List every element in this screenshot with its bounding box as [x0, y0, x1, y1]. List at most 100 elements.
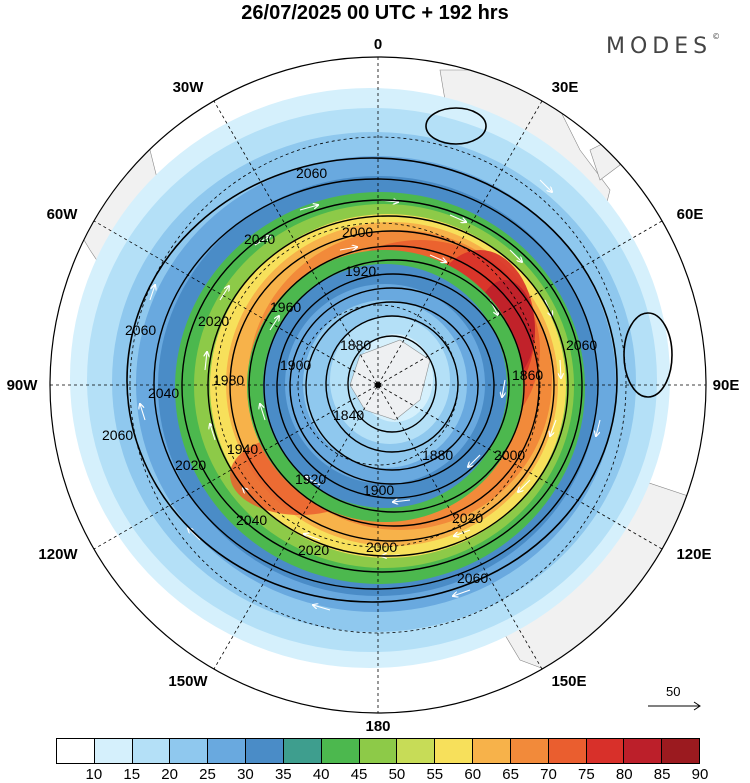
contour-1900 [289, 287, 495, 485]
meridian-label-0: 0 [374, 36, 382, 53]
colorbar-tick-label: 75 [578, 766, 595, 783]
map-title: 26/07/2025 00 UTC + 192 hrs [241, 2, 509, 24]
colorbar-tick-label: 65 [502, 766, 519, 783]
wind-vector [219, 286, 229, 301]
meridian-label-90w: 90W [7, 377, 39, 394]
contour-label: 2020 [452, 510, 483, 526]
contour-label: 1840 [333, 407, 364, 423]
contour-2060-high-east [623, 312, 673, 398]
colorbar [56, 738, 700, 764]
meridian-line-120e-60w [93, 220, 663, 550]
wind-vector [260, 404, 266, 421]
contour-label: 1880 [422, 447, 453, 463]
contour-label: 2040 [244, 231, 275, 247]
meridian-line-60e-120w [93, 220, 663, 550]
contour-label: 1980 [213, 372, 244, 388]
colorbar-tick-label: 35 [274, 766, 292, 783]
colorbar-tick-label: 80 [615, 766, 633, 783]
colorbar-swatch [662, 739, 700, 763]
wind-vector [304, 534, 321, 541]
wind-vector [149, 285, 155, 301]
meridian-label-90e: 90E [713, 377, 740, 394]
meridian-line-30e-150w [213, 100, 543, 670]
wind-vector [210, 424, 216, 441]
colorbar-swatch [208, 739, 247, 763]
colorbar-swatch [435, 739, 474, 763]
colorbar-tick-label: 85 [653, 766, 671, 783]
wind-vector [550, 419, 557, 436]
polar-stereographic-map: 2060 2040 2000 1920 1960 2020 2060 1880 … [7, 36, 740, 735]
meridian-label-60w: 60W [47, 206, 79, 223]
reference-vector: 50 [644, 684, 704, 714]
colorbar-tick-label: 50 [388, 766, 406, 783]
contour-label: 2060 [296, 165, 327, 181]
contour-label: 2040 [148, 385, 179, 401]
contour-label: 1880 [340, 337, 371, 353]
reference-arrow-icon [648, 701, 701, 711]
wind-vector [205, 352, 207, 371]
contour-label: 1920 [295, 471, 326, 487]
contour-2060 [126, 157, 618, 603]
contour-label: 2000 [366, 539, 397, 555]
colorbar-tick-label: 20 [161, 766, 178, 783]
colorbar-swatch [246, 739, 284, 763]
wind-vector [393, 500, 411, 502]
contour-1960 [248, 245, 540, 527]
contour-label: 1940 [227, 441, 258, 457]
meridian-label-120w: 120W [38, 546, 78, 563]
brand-logo: MODES© [606, 32, 721, 59]
contour-2000 [207, 215, 569, 557]
meridian-label-150e: 150E [551, 673, 586, 690]
map-boundary [49, 56, 707, 714]
colorbar-swatch [548, 739, 587, 763]
colorbar-tick-label: 55 [426, 766, 444, 783]
contour-label: 2020 [298, 542, 329, 558]
contour-label: 2040 [236, 512, 267, 528]
colorbar-tick-label: 30 [237, 766, 254, 783]
contour-1840 [347, 335, 437, 433]
wind-vector [560, 359, 561, 378]
wind-vector [596, 419, 601, 436]
colorbar-tick-label: 90 [691, 766, 709, 783]
wind-vector [299, 205, 318, 211]
height-contours [126, 107, 673, 603]
graticule [50, 57, 706, 713]
wind-vector [339, 247, 357, 250]
wind-vector [509, 249, 522, 262]
contour-label: 2060 [102, 427, 133, 443]
contour-label: 2000 [342, 224, 373, 240]
colorbar-swatch [397, 739, 436, 763]
colorbar-tick-label: 40 [312, 766, 330, 783]
colorbar-swatch [283, 739, 322, 763]
contour-label: 2000 [494, 447, 525, 463]
contour-label: 1900 [363, 482, 394, 498]
wind-vector [502, 379, 505, 397]
wind-vector [140, 404, 146, 421]
meridian-label-120e: 120E [676, 546, 711, 563]
colorbar-swatch [132, 739, 171, 763]
colorbar-swatch [170, 739, 209, 763]
wind-vector [468, 454, 481, 467]
colorbar-tick-label: 45 [350, 766, 368, 783]
contour-label: 2060 [457, 570, 488, 586]
colorbar-swatch [473, 739, 511, 763]
meridian-label-30e: 30E [552, 79, 579, 96]
wind-vector [518, 479, 531, 492]
meridian-line-150e-30w [213, 100, 543, 670]
wind-vector [254, 236, 270, 246]
contour-2040 [153, 178, 599, 590]
contour-label: 1900 [280, 357, 311, 373]
colorbar-tick-label: 25 [199, 766, 216, 783]
wind-vector [269, 316, 279, 331]
colorbar-tick-label: 60 [464, 766, 482, 783]
colorbar-tick-label: 70 [540, 766, 557, 783]
colorbar-swatch [586, 739, 625, 763]
reference-vector-label: 50 [666, 684, 681, 699]
wind-vector [539, 179, 552, 192]
brand-copyright-mark: © [712, 32, 721, 41]
contour-labels: 2060 2040 2000 1920 1960 2020 2060 1880 … [102, 165, 597, 586]
wind-vector [454, 529, 471, 536]
wind-vector [453, 589, 471, 596]
map-field: 2060 2040 2000 1920 1960 2020 2060 1880 … [50, 69, 706, 691]
wind-vector [313, 605, 331, 611]
